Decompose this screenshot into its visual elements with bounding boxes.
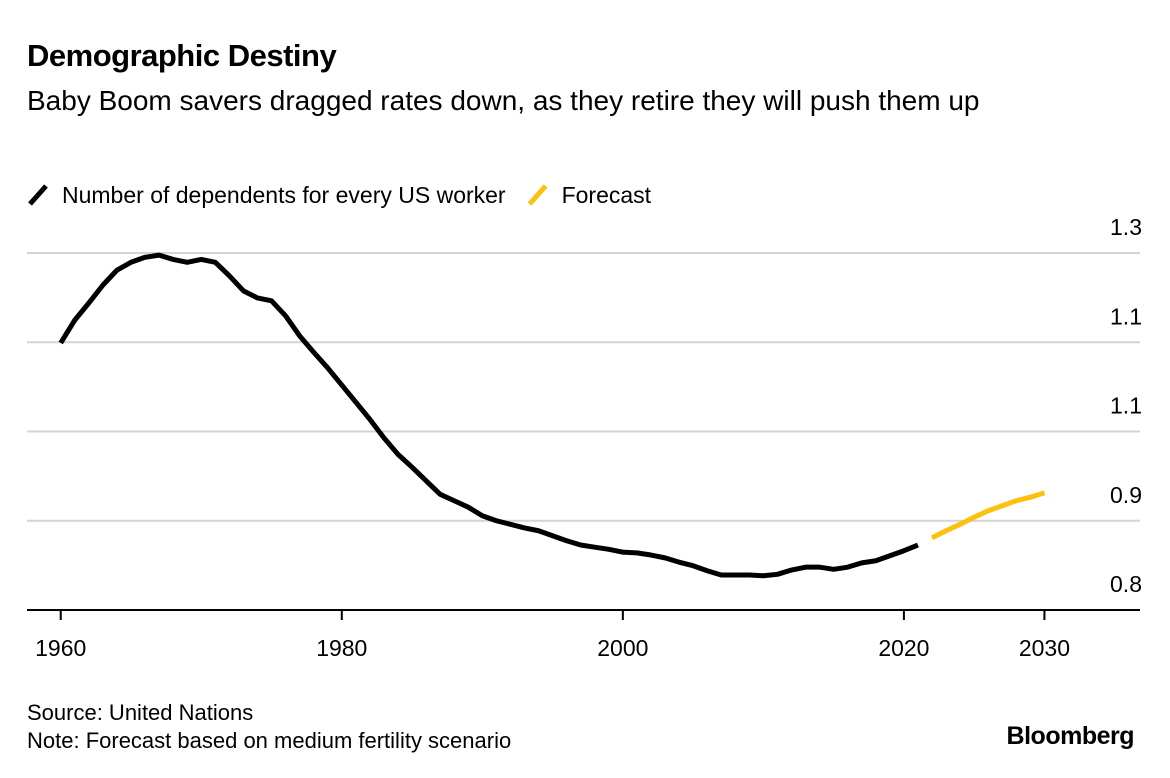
legend-swatch [527,184,548,206]
y-tick-label: 0.8 [1110,571,1142,597]
x-tick-label: 1980 [316,635,367,661]
data-line [930,490,1046,541]
legend-label: Forecast [562,182,652,208]
legend-label: Number of dependents for every US worker [62,182,506,208]
chart-subtitle: Baby Boom savers dragged rates down, as … [27,85,980,116]
source: Source: United Nations [27,700,254,725]
brand-logo: Bloomberg [1006,722,1135,750]
x-tick-label: 2020 [878,635,929,661]
x-tick-label: 2030 [1019,635,1070,661]
y-tick-label: 1.3 [1110,214,1142,240]
y-tick-label: 1.1 [1110,303,1142,329]
y-tick-label: 1.1 [1110,393,1142,419]
x-tick-label: 2000 [597,635,648,661]
x-tick-label: 1960 [35,635,86,661]
y-tick-label: 0.9 [1110,482,1142,508]
note: Note: Forecast based on medium fertility… [27,728,512,753]
data-line [58,252,919,579]
chart-title: Demographic Destiny [27,38,337,73]
legend-swatch [28,184,48,206]
